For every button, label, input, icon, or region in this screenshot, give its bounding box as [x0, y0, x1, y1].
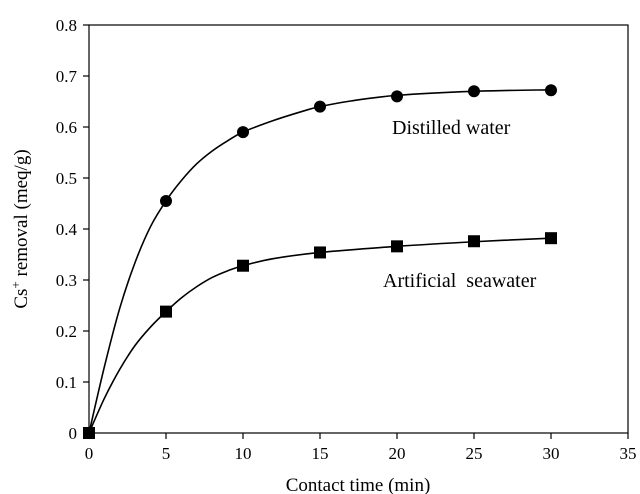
y-tick-label: 0.5 [56, 169, 77, 188]
y-tick-label: 0.6 [56, 118, 77, 137]
fit-curves [88, 88, 552, 434]
data-point-square [83, 427, 95, 439]
data-point-circle [391, 90, 403, 103]
y-tick-label: 0.7 [56, 67, 78, 86]
x-tick-label: 10 [235, 444, 252, 463]
data-point-circle [314, 100, 326, 113]
data-markers [83, 84, 557, 439]
x-tick-label: 5 [162, 444, 171, 463]
x-tick-label: 15 [312, 444, 329, 463]
series-label-distilled-water: Distilled water [392, 117, 511, 139]
y-axis-title-superscript: + [8, 281, 23, 288]
data-point-square [468, 235, 480, 248]
data-point-square [160, 305, 172, 318]
y-tick-label: 0 [69, 424, 78, 443]
fit-curve-series-0 [88, 88, 552, 434]
tick-group: 0 5 10 15 20 25 30 35 0 0.1 0.2 0.3 0.4 0.5 0.6 0.7 0.8 [56, 16, 637, 463]
x-tick-label: 20 [389, 444, 406, 463]
y-tick-label: 0.4 [56, 220, 78, 239]
data-point-square [314, 246, 326, 259]
series-label-artificial-seawater: Artificial seawater [383, 270, 537, 292]
data-point-circle [545, 84, 557, 97]
y-tick-label: 0.8 [56, 16, 77, 35]
y-axis-title-rest: removal (meq/g) [11, 149, 32, 281]
data-point-circle [237, 126, 249, 139]
x-tick-label: 0 [85, 444, 94, 463]
x-tick-label: 35 [620, 444, 637, 463]
x-tick-label: 30 [543, 444, 560, 463]
x-tick-label: 25 [466, 444, 483, 463]
y-axis-title-main: Cs [11, 289, 32, 309]
y-tick-label: 0.3 [56, 271, 77, 290]
data-point-square [391, 240, 403, 253]
x-axis-title: Contact time (min) [286, 475, 431, 494]
y-tick-label: 0.2 [56, 322, 77, 341]
fit-curve-series-1 [88, 237, 552, 434]
y-tick-label: 0.1 [56, 373, 77, 392]
data-point-square [237, 259, 249, 272]
y-axis-title: Cs+ removal (meq/g) [8, 149, 32, 308]
data-point-circle [160, 194, 172, 207]
data-point-square [545, 232, 557, 245]
data-point-circle [468, 85, 480, 98]
